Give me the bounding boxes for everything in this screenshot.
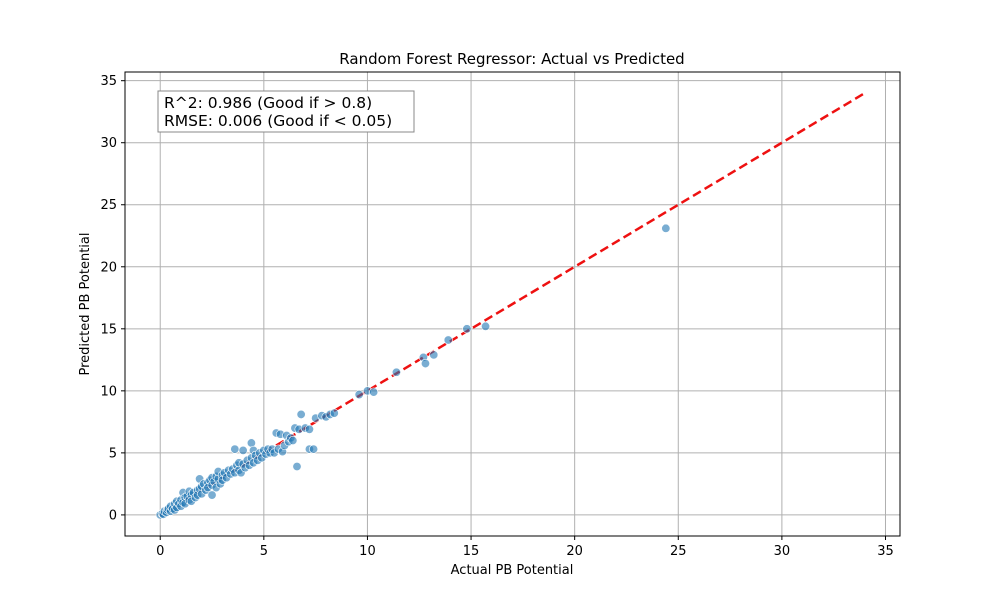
chart-title: Random Forest Regressor: Actual vs Predi… [339,50,684,68]
annotation-r2-line: R^2: 0.986 (Good if > 0.8) [164,94,372,112]
data-point [429,350,439,360]
y-tick-label: 35 [100,74,117,89]
data-points [155,223,671,520]
data-point [230,444,240,454]
y-tick-label: 15 [100,322,117,337]
data-point [288,435,298,445]
annotation-box-border [157,90,415,133]
annotation-rmse-line: RMSE: 0.006 (Good if < 0.05) [164,112,392,130]
data-point [304,424,314,434]
y-tick-label: 5 [109,446,117,461]
x-axis-ticks: 0 5 10 15 20 25 30 35 [156,536,894,559]
x-tick-label: 15 [463,544,480,559]
reference-line [159,92,866,516]
data-point [354,390,364,400]
y-axis-ticks: 0 5 10 15 20 25 30 35 [100,74,125,523]
x-tick-label: 20 [566,544,583,559]
x-tick-label: 5 [260,544,268,559]
x-tick-label: 0 [156,544,164,559]
grid [125,72,900,536]
x-tick-label: 25 [670,544,687,559]
x-tick-label: 30 [774,544,791,559]
data-point [661,223,671,233]
y-tick-label: 20 [100,260,117,275]
x-tick-label: 35 [877,544,894,559]
y-tick-label: 30 [100,136,117,151]
data-point [246,438,256,448]
data-point [391,367,401,377]
data-point [238,445,248,455]
data-point [296,409,306,419]
data-point [309,444,319,454]
x-tick-label: 10 [359,544,376,559]
data-point [420,359,430,369]
reference-line-group [159,92,866,516]
data-point [369,387,379,397]
y-axis-label: Predicted PB Potential [78,233,93,376]
x-axis-label: Actual PB Potential [451,563,574,578]
y-tick-label: 25 [100,198,117,213]
data-point [462,324,472,334]
data-point [443,335,453,345]
plot-area-frame [124,71,901,537]
y-tick-label: 10 [100,384,117,399]
metrics-annotation-box: R^2: 0.986 (Good if > 0.8) RMSE: 0.006 (… [157,90,415,133]
y-tick-label: 0 [109,508,117,523]
data-point [207,490,217,500]
data-point [481,321,491,331]
data-point [292,462,302,472]
data-point [329,408,339,418]
